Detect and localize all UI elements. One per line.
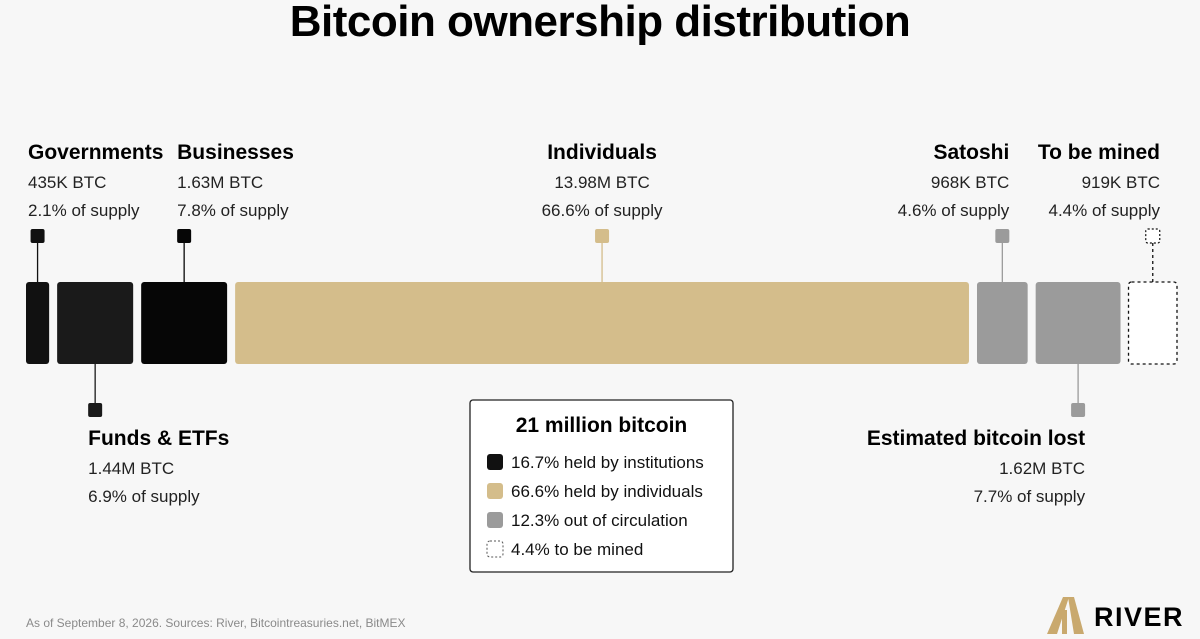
label-name-governments: Governments — [28, 141, 163, 164]
bar-segment-funds-etfs — [57, 282, 134, 364]
label-amount-businesses: 1.63M BTC — [177, 173, 263, 192]
river-logo: RIVER — [1047, 597, 1184, 634]
bar-segment-satoshi — [976, 282, 1028, 364]
legend-title: 21 million bitcoin — [516, 414, 688, 437]
source-note: As of September 8, 2026. Sources: River,… — [26, 616, 406, 630]
bar-segment-governments — [26, 282, 50, 364]
labels-layer: Governments 435K BTC 2.1% of supply Funds &… — [28, 141, 1160, 506]
legend-label-1: 16.7% held by institutions — [511, 453, 704, 472]
legend-label-4: 4.4% to be mined — [511, 540, 643, 559]
marker-funds-etfs — [88, 403, 103, 417]
label-name-to-be-mined: To be mined — [1038, 141, 1160, 164]
label-amount-estimated-bitcoin-lost: 1.62M BTC — [999, 459, 1085, 478]
legend-swatch-3 — [487, 512, 503, 528]
marker-governments — [30, 229, 45, 243]
label-name-businesses: Businesses — [177, 141, 294, 164]
bar-segment-estimated-bitcoin-lost — [1035, 282, 1121, 364]
segments-layer — [26, 281, 1178, 365]
label-share-satoshi: 4.6% of supply — [898, 201, 1010, 220]
marker-to-be-mined — [1145, 228, 1161, 244]
label-share-individuals: 66.6% of supply — [542, 201, 663, 220]
label-share-to-be-mined: 4.4% of supply — [1048, 201, 1160, 220]
legend-swatch-2 — [487, 483, 503, 499]
legend-box — [469, 399, 734, 573]
marker-estimated-bitcoin-lost — [1071, 403, 1086, 417]
river-logo-mark-icon — [1047, 597, 1084, 634]
bar-segment-to-be-mined — [1127, 281, 1178, 365]
bar-segment-individuals — [235, 282, 969, 364]
legend-label-2: 66.6% held by individuals — [511, 482, 703, 501]
label-amount-funds-etfs: 1.44M BTC — [88, 459, 174, 478]
label-share-governments: 2.1% of supply — [28, 201, 140, 220]
label-name-funds-etfs: Funds & ETFs — [88, 427, 229, 450]
label-share-funds-etfs: 6.9% of supply — [88, 487, 200, 506]
legend-swatch-1 — [487, 454, 503, 470]
brand-name: RIVER — [1094, 602, 1184, 632]
label-amount-individuals: 13.98M BTC — [554, 173, 649, 192]
legend: 21 million bitcoin 16.7% held by institu… — [469, 399, 734, 573]
marker-satoshi — [995, 229, 1010, 243]
label-name-individuals: Individuals — [547, 141, 657, 164]
label-name-satoshi: Satoshi — [933, 141, 1009, 164]
label-amount-satoshi: 968K BTC — [931, 173, 1009, 192]
legend-swatch-4 — [486, 540, 504, 558]
legend-label-3: 12.3% out of circulation — [511, 511, 688, 530]
marker-individuals — [595, 229, 610, 243]
label-amount-to-be-mined: 919K BTC — [1082, 173, 1160, 192]
label-share-estimated-bitcoin-lost: 7.7% of supply — [974, 487, 1086, 506]
bar-segment-businesses — [141, 282, 228, 364]
label-share-businesses: 7.8% of supply — [177, 201, 289, 220]
marker-businesses — [177, 229, 192, 243]
chart-title: Bitcoin ownership distribution — [290, 0, 911, 46]
label-name-estimated-bitcoin-lost: Estimated bitcoin lost — [867, 427, 1085, 450]
legend-items: 16.7% held by institutions 66.6% held by … — [486, 453, 704, 559]
label-amount-governments: 435K BTC — [28, 173, 106, 192]
